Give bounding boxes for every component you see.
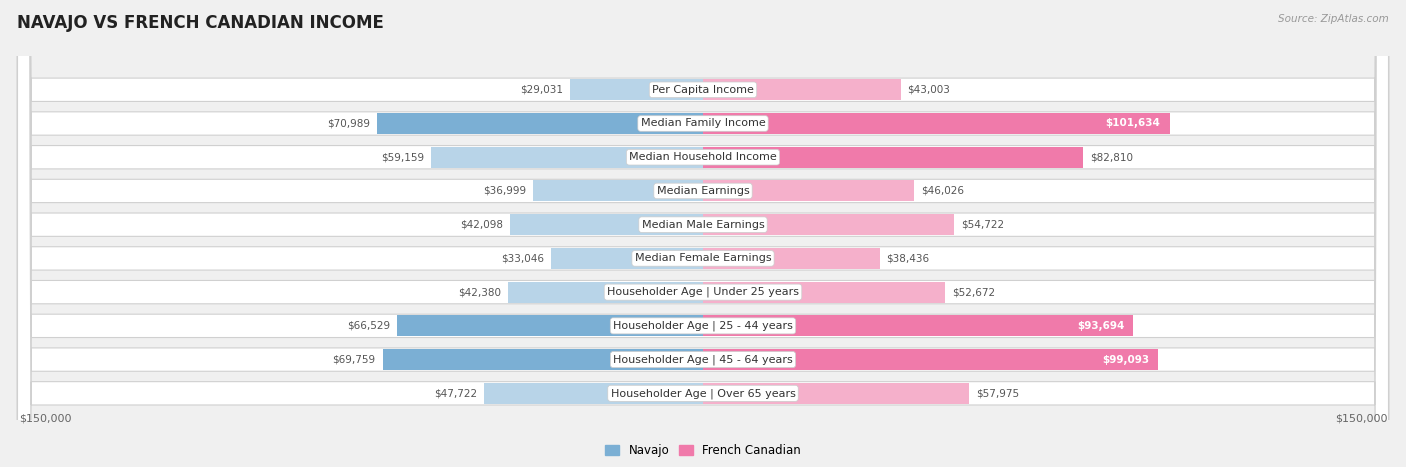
- Bar: [703, 180, 914, 201]
- FancyBboxPatch shape: [17, 0, 1389, 467]
- Bar: [432, 147, 703, 168]
- Bar: [703, 113, 1170, 134]
- Text: $82,810: $82,810: [1090, 152, 1133, 162]
- FancyBboxPatch shape: [17, 0, 1389, 467]
- Text: $93,694: $93,694: [1077, 321, 1125, 331]
- Text: $150,000: $150,000: [18, 414, 72, 424]
- Text: Median Male Earnings: Median Male Earnings: [641, 219, 765, 230]
- Text: Median Female Earnings: Median Female Earnings: [634, 254, 772, 263]
- Text: $29,031: $29,031: [520, 85, 562, 95]
- Bar: [703, 147, 1084, 168]
- FancyBboxPatch shape: [17, 0, 1389, 467]
- FancyBboxPatch shape: [17, 0, 1389, 467]
- Text: $42,380: $42,380: [458, 287, 502, 297]
- Text: Householder Age | 45 - 64 years: Householder Age | 45 - 64 years: [613, 354, 793, 365]
- Text: $42,098: $42,098: [460, 219, 503, 230]
- Text: $52,672: $52,672: [952, 287, 995, 297]
- FancyBboxPatch shape: [17, 0, 1389, 467]
- Bar: [377, 113, 703, 134]
- Text: Per Capita Income: Per Capita Income: [652, 85, 754, 95]
- Bar: [398, 315, 703, 336]
- Bar: [533, 180, 703, 201]
- Text: $47,722: $47,722: [434, 389, 477, 398]
- Text: $33,046: $33,046: [502, 254, 544, 263]
- FancyBboxPatch shape: [17, 0, 1389, 467]
- Bar: [509, 282, 703, 303]
- FancyBboxPatch shape: [17, 0, 1389, 467]
- Text: $150,000: $150,000: [1334, 414, 1388, 424]
- Text: $101,634: $101,634: [1105, 119, 1160, 128]
- Text: Householder Age | 25 - 44 years: Householder Age | 25 - 44 years: [613, 321, 793, 331]
- Bar: [382, 349, 703, 370]
- Bar: [551, 248, 703, 269]
- Text: NAVAJO VS FRENCH CANADIAN INCOME: NAVAJO VS FRENCH CANADIAN INCOME: [17, 14, 384, 32]
- Text: $46,026: $46,026: [921, 186, 965, 196]
- Bar: [703, 383, 969, 404]
- FancyBboxPatch shape: [17, 0, 1389, 467]
- Text: Median Household Income: Median Household Income: [628, 152, 778, 162]
- Bar: [509, 214, 703, 235]
- Text: $59,159: $59,159: [381, 152, 425, 162]
- Text: $70,989: $70,989: [328, 119, 370, 128]
- Text: $43,003: $43,003: [907, 85, 950, 95]
- Text: $38,436: $38,436: [886, 254, 929, 263]
- Bar: [703, 79, 900, 100]
- Bar: [703, 282, 945, 303]
- Legend: Navajo, French Canadian: Navajo, French Canadian: [600, 439, 806, 462]
- Bar: [703, 214, 955, 235]
- Text: $69,759: $69,759: [333, 354, 375, 365]
- Text: $54,722: $54,722: [962, 219, 1004, 230]
- Bar: [703, 248, 880, 269]
- Text: Householder Age | Under 25 years: Householder Age | Under 25 years: [607, 287, 799, 297]
- Text: $99,093: $99,093: [1102, 354, 1149, 365]
- Text: Median Family Income: Median Family Income: [641, 119, 765, 128]
- Bar: [703, 315, 1133, 336]
- Bar: [703, 349, 1159, 370]
- Bar: [569, 79, 703, 100]
- Bar: [484, 383, 703, 404]
- Text: $66,529: $66,529: [347, 321, 391, 331]
- Text: Householder Age | Over 65 years: Householder Age | Over 65 years: [610, 388, 796, 398]
- Text: Median Earnings: Median Earnings: [657, 186, 749, 196]
- Text: $36,999: $36,999: [484, 186, 526, 196]
- Text: $57,975: $57,975: [976, 389, 1019, 398]
- FancyBboxPatch shape: [17, 0, 1389, 467]
- Text: Source: ZipAtlas.com: Source: ZipAtlas.com: [1278, 14, 1389, 24]
- FancyBboxPatch shape: [17, 0, 1389, 467]
